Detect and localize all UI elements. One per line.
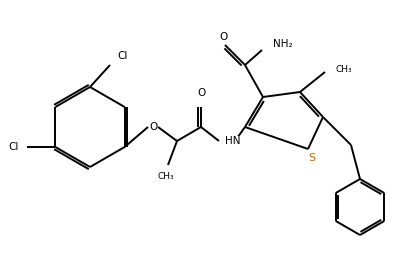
- Text: NH₂: NH₂: [273, 39, 293, 49]
- Text: S: S: [308, 153, 316, 163]
- Text: HN: HN: [225, 136, 240, 146]
- Text: O: O: [219, 32, 227, 42]
- Text: Cl: Cl: [117, 51, 127, 61]
- Text: O: O: [149, 122, 157, 132]
- Text: CH₃: CH₃: [158, 172, 174, 181]
- Text: O: O: [197, 88, 205, 98]
- Text: Cl: Cl: [8, 142, 18, 152]
- Text: CH₃: CH₃: [336, 65, 353, 75]
